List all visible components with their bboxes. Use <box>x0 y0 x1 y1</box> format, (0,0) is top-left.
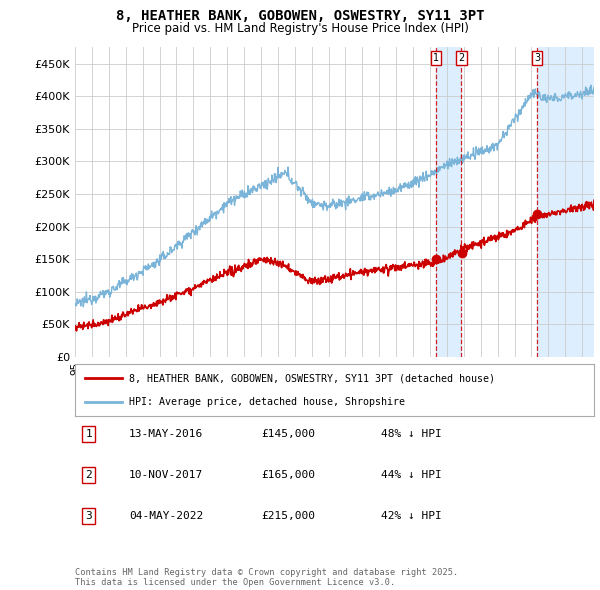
Text: Price paid vs. HM Land Registry's House Price Index (HPI): Price paid vs. HM Land Registry's House … <box>131 22 469 35</box>
Bar <box>436 47 461 357</box>
Text: 1: 1 <box>433 53 439 63</box>
Text: £145,000: £145,000 <box>261 429 315 438</box>
Text: 48% ↓ HPI: 48% ↓ HPI <box>381 429 442 438</box>
Text: 44% ↓ HPI: 44% ↓ HPI <box>381 470 442 480</box>
Text: 13-MAY-2016: 13-MAY-2016 <box>129 429 203 438</box>
Text: 8, HEATHER BANK, GOBOWEN, OSWESTRY, SY11 3PT (detached house): 8, HEATHER BANK, GOBOWEN, OSWESTRY, SY11… <box>130 373 496 383</box>
Bar <box>537 47 594 357</box>
Text: 3: 3 <box>85 512 92 521</box>
Text: £165,000: £165,000 <box>261 470 315 480</box>
Text: Contains HM Land Registry data © Crown copyright and database right 2025.
This d: Contains HM Land Registry data © Crown c… <box>75 568 458 587</box>
Text: 42% ↓ HPI: 42% ↓ HPI <box>381 512 442 521</box>
Text: 10-NOV-2017: 10-NOV-2017 <box>129 470 203 480</box>
Text: 04-MAY-2022: 04-MAY-2022 <box>129 512 203 521</box>
Text: 2: 2 <box>458 53 464 63</box>
Text: £215,000: £215,000 <box>261 512 315 521</box>
Text: HPI: Average price, detached house, Shropshire: HPI: Average price, detached house, Shro… <box>130 397 406 407</box>
Text: 8, HEATHER BANK, GOBOWEN, OSWESTRY, SY11 3PT: 8, HEATHER BANK, GOBOWEN, OSWESTRY, SY11… <box>116 9 484 23</box>
Text: 3: 3 <box>534 53 540 63</box>
Text: 1: 1 <box>85 429 92 438</box>
Text: 2: 2 <box>85 470 92 480</box>
